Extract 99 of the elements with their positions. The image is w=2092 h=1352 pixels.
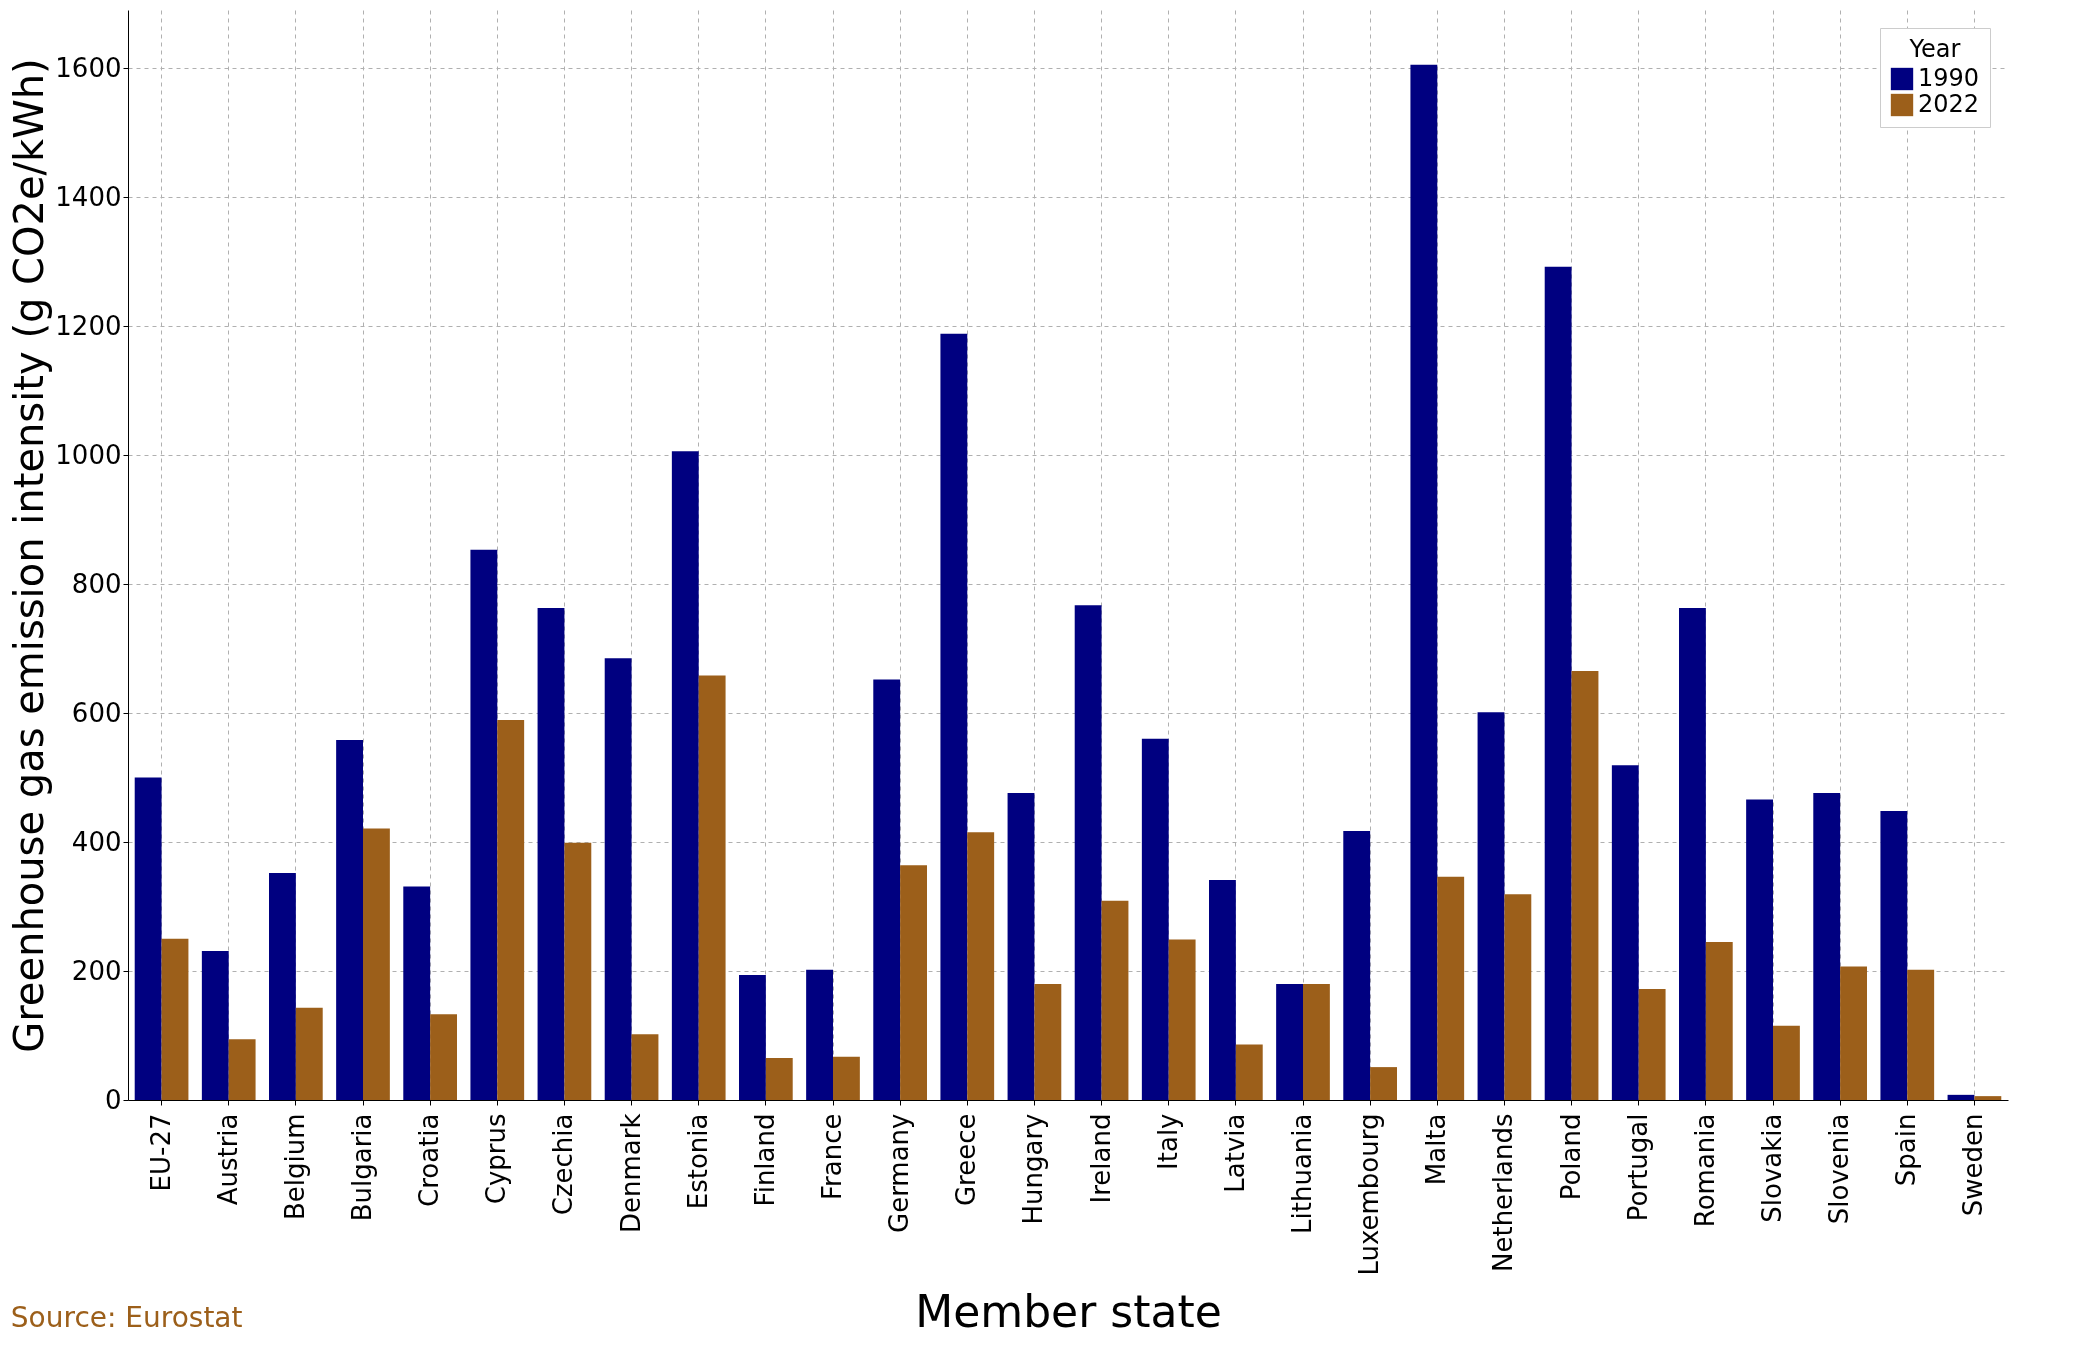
bar	[1168, 939, 1196, 1100]
bar	[1773, 1025, 1800, 1100]
x-tick-label: Slovenia	[1824, 1113, 1855, 1225]
y-axis-title: Greenhouse gas emission intensity (g CO2e/kWh)	[6, 58, 53, 1053]
x-tick-label: Slovakia	[1757, 1113, 1787, 1223]
bar	[1343, 831, 1371, 1100]
bar	[564, 842, 592, 1100]
x-tick-label: Croatia	[414, 1113, 445, 1207]
y-tick-label: 200	[71, 955, 122, 986]
bar	[134, 777, 162, 1100]
bar	[739, 974, 766, 1100]
bar	[1007, 792, 1035, 1100]
bar	[806, 969, 833, 1100]
x-tick-label: Estonia	[682, 1113, 713, 1210]
y-tick-label: 1200	[55, 310, 122, 341]
bar	[1437, 876, 1465, 1100]
legend-label: 2022	[1918, 90, 1980, 118]
x-tick-label: Spain	[1891, 1113, 1922, 1187]
y-tick-label: 400	[71, 826, 122, 857]
bar	[1947, 1094, 1975, 1100]
x-axis-title: Member state	[915, 1285, 1222, 1337]
bar	[336, 740, 363, 1100]
bar	[967, 832, 995, 1100]
x-tick-label: Greece	[951, 1113, 982, 1207]
bar	[537, 607, 565, 1100]
source-note: Source: Eurostat	[10, 1301, 243, 1335]
bar	[1235, 1044, 1263, 1100]
bar	[940, 333, 968, 1100]
bar	[1611, 765, 1639, 1100]
bar	[403, 886, 431, 1100]
bar	[1544, 266, 1572, 1100]
bar	[201, 951, 229, 1100]
bar	[604, 658, 632, 1100]
bar	[1477, 712, 1505, 1100]
x-tick-label: Belgium	[279, 1113, 310, 1221]
bar	[1074, 605, 1102, 1100]
x-tick-label: EU-27	[145, 1113, 176, 1192]
bar	[900, 865, 927, 1100]
bar	[1705, 941, 1733, 1100]
bar	[698, 675, 726, 1100]
x-tick-label: Cyprus	[481, 1113, 512, 1205]
bar	[1813, 792, 1841, 1100]
legend-title: Year	[1908, 35, 1961, 63]
y-tick-label: 600	[71, 697, 122, 728]
bar	[161, 938, 189, 1100]
bar	[765, 1058, 793, 1100]
bar	[1370, 1067, 1397, 1100]
bar	[1880, 811, 1908, 1100]
bar	[1303, 983, 1330, 1100]
x-tick-label: Latvia	[1219, 1113, 1250, 1193]
y-tick-label: 1400	[55, 181, 122, 212]
bar	[833, 1056, 860, 1100]
x-tick-label: Malta	[1421, 1113, 1452, 1186]
x-tick-label: Hungary	[1018, 1113, 1049, 1225]
x-tick-label: Portugal	[1622, 1113, 1653, 1222]
x-tick-label: Sweden	[1958, 1113, 1989, 1217]
bar	[269, 872, 296, 1100]
x-tick-label: Netherlands	[1488, 1113, 1519, 1272]
bar	[470, 549, 498, 1100]
bar	[1907, 969, 1935, 1100]
x-tick-label: Romania	[1689, 1113, 1720, 1228]
bar	[1679, 607, 1706, 1100]
x-tick-label: Lithuania	[1287, 1113, 1317, 1234]
y-tick-label: 1600	[55, 52, 122, 83]
bar	[1638, 989, 1666, 1100]
y-tick-label: 800	[71, 568, 122, 599]
x-tick-label: Luxembourg	[1354, 1113, 1385, 1276]
x-tick-label: Ireland	[1085, 1113, 1116, 1204]
bar	[363, 828, 390, 1100]
bar	[295, 1007, 323, 1100]
bar	[1034, 983, 1062, 1100]
bar	[1504, 894, 1532, 1100]
bar	[873, 679, 901, 1100]
y-tick-label: 1000	[55, 439, 122, 470]
x-tick-label: Denmark	[615, 1113, 646, 1234]
bar	[1974, 1096, 2002, 1100]
x-tick-label: Austria	[212, 1113, 243, 1206]
x-tick-label: Czechia	[548, 1113, 579, 1216]
bar	[631, 1034, 659, 1100]
bar	[1840, 966, 1867, 1100]
x-tick-label: Bulgaria	[347, 1113, 377, 1222]
x-tick-label: Germany	[884, 1113, 915, 1234]
bar	[1410, 64, 1438, 1100]
legend-label: 1990	[1918, 64, 1980, 92]
x-tick-label: Finland	[749, 1113, 780, 1207]
y-tick-label: 0	[104, 1084, 122, 1115]
bar	[430, 1014, 457, 1100]
x-tick-label: Italy	[1152, 1113, 1183, 1170]
bar	[1276, 983, 1303, 1100]
bar	[228, 1039, 256, 1100]
bar	[1209, 880, 1236, 1100]
bar	[1101, 900, 1129, 1100]
bar	[497, 720, 525, 1100]
bar	[1571, 671, 1599, 1100]
x-tick-label: France	[817, 1113, 847, 1200]
x-tick-label: Poland	[1555, 1113, 1586, 1201]
bar	[1141, 738, 1169, 1100]
bar	[1746, 799, 1773, 1100]
bar	[671, 451, 699, 1100]
